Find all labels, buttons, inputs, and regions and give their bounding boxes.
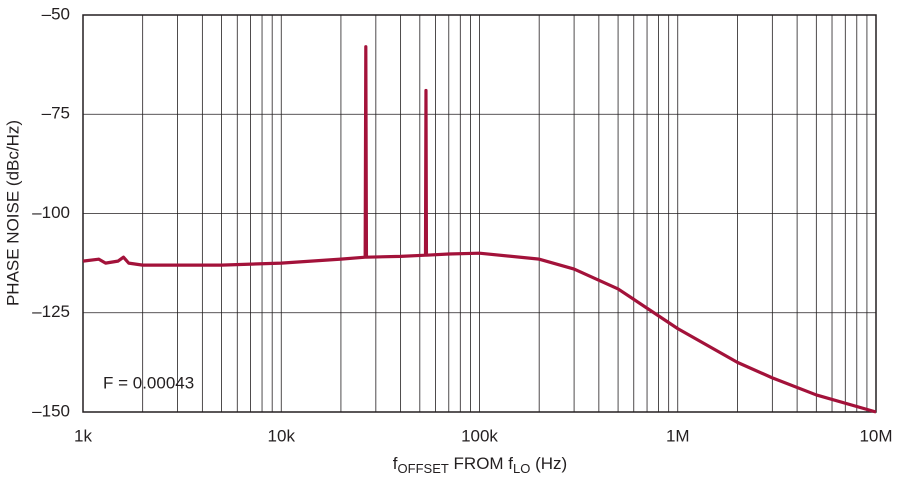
x-axis-label-part: LO xyxy=(513,461,530,476)
x-tick-label: 10k xyxy=(268,426,296,445)
y-tick-label: –150 xyxy=(32,401,70,420)
x-tick-label: 1k xyxy=(74,426,92,445)
plot-frame xyxy=(82,14,877,413)
y-tick-label: –50 xyxy=(42,4,70,23)
x-axis-label-part: OFFSET xyxy=(398,461,449,476)
x-axis-label-part: (Hz) xyxy=(530,454,567,473)
x-axis-label-part: f xyxy=(393,454,398,473)
annotation: F = 0.00043 xyxy=(103,373,194,392)
x-axis-label: fOFFSET FROM fLO (Hz) xyxy=(393,454,567,476)
y-tick-label: –100 xyxy=(32,203,70,222)
x-tick-label: 100k xyxy=(461,426,498,445)
x-tick-label: 1M xyxy=(666,426,690,445)
y-axis-label: PHASE NOISE (dBc/Hz) xyxy=(3,120,22,306)
y-tick-label: –125 xyxy=(32,302,70,321)
data-line xyxy=(82,45,877,414)
x-tick-label: 10M xyxy=(859,426,892,445)
x-axis-label-part: FROM f xyxy=(449,454,513,473)
y-tick-label: –75 xyxy=(42,104,70,123)
